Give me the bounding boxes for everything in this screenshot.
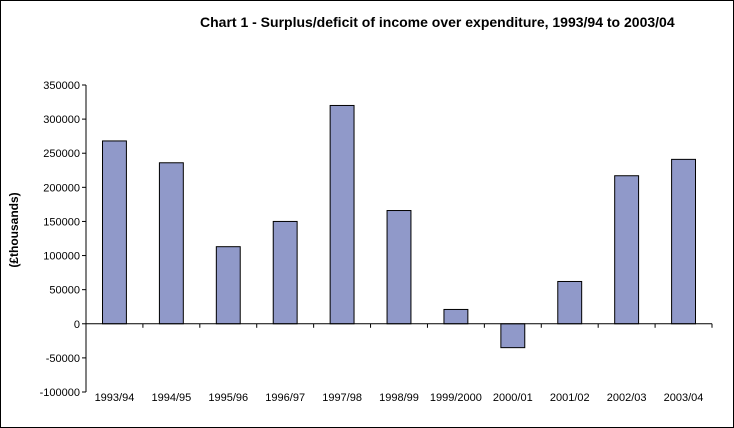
bar: [614, 175, 640, 325]
chart-title: Chart 1 - Surplus/deficit of income over…: [200, 14, 675, 30]
bar: [158, 162, 184, 325]
x-axis: 1993/94 1994/95 1995/96 1996/97 1997/98 1998/…: [85, 323, 713, 404]
y-tick-label: 300000: [43, 114, 80, 126]
y-tick-label: -100000: [40, 387, 80, 399]
y-axis: 350000 300000 250000 200000 150000 100000 5000…: [40, 80, 87, 399]
x-tick-label: 1993/94: [95, 392, 135, 404]
x-tick-label: 1994/95: [151, 392, 191, 404]
bar: [102, 140, 127, 325]
bar: [500, 323, 526, 349]
y-tick-label: 0: [74, 319, 80, 331]
x-tick-label: 1998/99: [379, 392, 419, 404]
bar: [329, 104, 355, 325]
x-tick-label: 2000/01: [493, 392, 533, 404]
x-tick-label: 1999/2000: [430, 392, 482, 404]
bar: [215, 246, 241, 325]
x-tick-label: 2002/03: [607, 392, 647, 404]
y-tick-label: 200000: [43, 182, 80, 194]
x-tick-label: 1997/98: [322, 392, 362, 404]
bar: [386, 210, 412, 325]
bar: [671, 158, 696, 325]
y-tick-label: 250000: [43, 148, 80, 160]
x-tick-label: 2003/04: [664, 392, 704, 404]
x-tick-label: 1995/96: [208, 392, 248, 404]
bar: [557, 280, 583, 325]
y-tick-label: -50000: [46, 353, 80, 365]
y-tick-label: 100000: [43, 251, 80, 263]
x-tick-label: 1996/97: [265, 392, 305, 404]
y-tick-label: 150000: [43, 216, 80, 228]
y-tick-label: 350000: [43, 80, 80, 92]
x-tick-label: 2001/02: [550, 392, 590, 404]
bars-group: [102, 104, 696, 349]
bar: [272, 220, 298, 325]
y-tick-label: 50000: [49, 285, 80, 297]
bar: [443, 308, 469, 325]
